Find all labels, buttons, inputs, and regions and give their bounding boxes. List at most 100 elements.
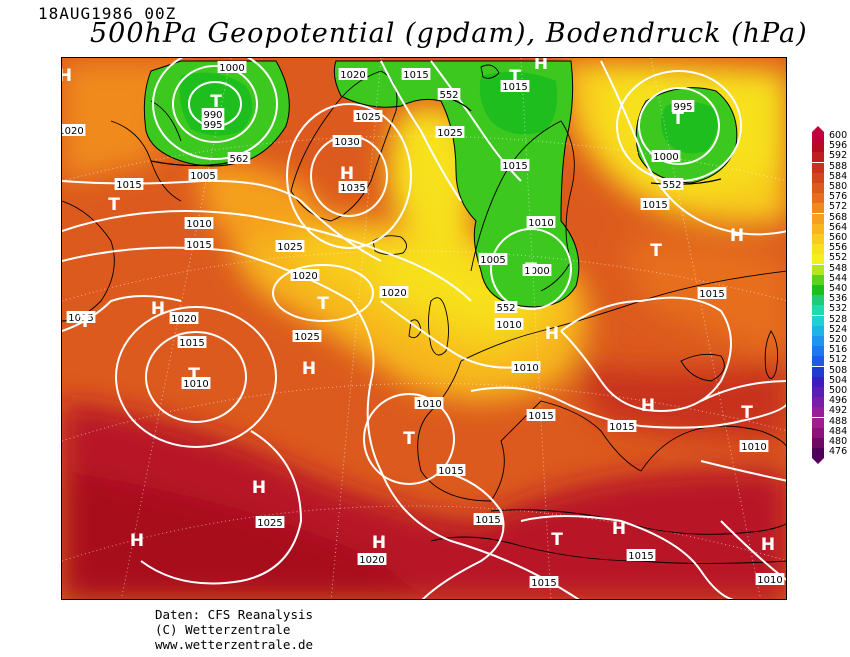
legend-swatch bbox=[812, 356, 824, 367]
isobar-label: 1015 bbox=[642, 200, 667, 211]
legend-swatch bbox=[812, 417, 824, 428]
legend-label: 520 bbox=[829, 334, 848, 345]
legend-label: 528 bbox=[829, 313, 848, 325]
isobar-label-bg bbox=[332, 135, 362, 147]
legend-swatch bbox=[812, 193, 824, 204]
legend-swatch bbox=[812, 244, 824, 255]
pressure-centers: TTHTHTTHTTHHTHTHTHHHTHHHT bbox=[62, 58, 775, 555]
high-pressure-center: H bbox=[761, 535, 775, 555]
isobar-label: 1000 bbox=[524, 266, 549, 277]
isobar-label-bg bbox=[184, 217, 214, 229]
legend-label: 476 bbox=[829, 446, 848, 458]
graticule bbox=[62, 58, 786, 599]
isobar-label-bg bbox=[338, 68, 368, 80]
isobar-label-bg bbox=[177, 336, 207, 348]
legend-swatch bbox=[812, 183, 824, 193]
isobar-label: 1020 bbox=[359, 555, 384, 566]
legend-label: 484 bbox=[829, 425, 848, 437]
isobar-label: 1015 bbox=[502, 82, 527, 93]
isobar-label-bg bbox=[478, 253, 508, 265]
high-pressure-center: H bbox=[62, 66, 72, 86]
high-pressure-center: H bbox=[151, 299, 165, 319]
legend-label: 480 bbox=[829, 436, 848, 447]
low-pressure-center: T bbox=[525, 260, 537, 280]
legend-swatch bbox=[812, 213, 824, 224]
legend-label: 560 bbox=[829, 232, 848, 243]
legend-swatch bbox=[812, 254, 824, 265]
isobar-label-bg bbox=[671, 100, 695, 112]
isobar-label-bg bbox=[473, 513, 503, 525]
legend-label: 508 bbox=[829, 364, 848, 376]
isobar-label: 1025 bbox=[437, 128, 462, 139]
legend-label: 552 bbox=[829, 252, 848, 264]
isobar-label-bg bbox=[62, 124, 86, 136]
isobar-label: 1015 bbox=[116, 180, 141, 191]
legend-label: 524 bbox=[829, 323, 848, 335]
legend-swatch bbox=[812, 336, 824, 346]
isobar-label: 1010 bbox=[741, 442, 766, 453]
legend-label: 600 bbox=[829, 130, 848, 141]
isobar-label: 1010 bbox=[757, 575, 782, 586]
legend-arrow-down bbox=[812, 458, 824, 465]
isobar-label-bg bbox=[494, 301, 518, 313]
isobar-label-bg bbox=[275, 240, 305, 252]
legend-swatch bbox=[812, 234, 824, 244]
isobar-label: 1010 bbox=[513, 363, 538, 374]
isobar-label-bg bbox=[526, 409, 556, 421]
low-pressure-center: T bbox=[672, 109, 684, 129]
legend-label: 556 bbox=[829, 242, 848, 254]
credit-copyright: (C) Wetterzentrale bbox=[155, 622, 291, 637]
legend-swatch bbox=[812, 172, 824, 183]
legend-swatch bbox=[812, 274, 824, 285]
run-date: 18AUG1986 00Z bbox=[38, 4, 177, 23]
isobar-label-bg bbox=[529, 576, 559, 588]
isobar-label-bg bbox=[338, 181, 368, 193]
isobar-label: 1015 bbox=[502, 161, 527, 172]
isobar-label: 1010 bbox=[496, 320, 521, 331]
isobar-label: 1015 bbox=[438, 466, 463, 477]
isobar-label: 1010 bbox=[528, 218, 553, 229]
isobar-label-bg bbox=[290, 269, 320, 281]
legend-label: 492 bbox=[829, 405, 848, 417]
isobar-label-bg bbox=[401, 68, 431, 80]
isobar-label-bg bbox=[494, 318, 524, 330]
isobar-label: 1005 bbox=[190, 171, 215, 182]
isobar-label: 1005 bbox=[480, 255, 505, 266]
credit-url[interactable]: www.wetterzentrale.de bbox=[155, 637, 314, 652]
high-pressure-center: H bbox=[340, 164, 354, 184]
isobar-label: 1000 bbox=[653, 152, 678, 163]
weather-map[interactable]: 1000990995102010151015552102510251020562… bbox=[61, 57, 787, 600]
isobar-label: 1015 bbox=[528, 411, 553, 422]
legend-label: 576 bbox=[829, 191, 848, 203]
legend-arrow-up bbox=[812, 126, 824, 132]
isobar-label-bg bbox=[435, 126, 465, 138]
credits: Daten: CFS Reanalysis (C) Wetterzentrale… bbox=[155, 607, 313, 652]
isobar-label-bg bbox=[511, 361, 541, 373]
isobar-label-bg bbox=[188, 169, 218, 181]
legend-swatch bbox=[812, 285, 824, 295]
map-canvas: 1000990995102010151015552102510251020562… bbox=[62, 58, 786, 599]
legend-swatch bbox=[812, 295, 824, 306]
isobar-label-bg bbox=[626, 549, 656, 561]
isobar-label: 552 bbox=[496, 303, 515, 314]
isobar-label-bg bbox=[66, 311, 96, 323]
isobar-label-bg bbox=[755, 573, 785, 585]
legend-swatch bbox=[812, 438, 824, 448]
legend-swatch bbox=[812, 346, 824, 357]
isobar-label-bg bbox=[169, 312, 199, 324]
legend-swatch bbox=[812, 203, 824, 214]
legend-label: 564 bbox=[829, 221, 848, 233]
isobar-label-bg bbox=[500, 159, 530, 171]
isobar-label-bg bbox=[651, 150, 681, 162]
isobar-label: 990 bbox=[203, 110, 222, 121]
isobar-label-bg bbox=[414, 397, 444, 409]
low-pressure-center: T bbox=[188, 365, 200, 385]
low-pressure-center: T bbox=[551, 530, 563, 550]
isobar-label-bg bbox=[500, 80, 530, 92]
legend-label: 588 bbox=[829, 160, 848, 172]
isobar-label-bg bbox=[697, 287, 727, 299]
high-pressure-center: H bbox=[534, 58, 548, 74]
legend-label: 488 bbox=[829, 415, 848, 427]
legend-swatch bbox=[812, 142, 824, 153]
isobar-label: 1015 bbox=[475, 515, 500, 526]
